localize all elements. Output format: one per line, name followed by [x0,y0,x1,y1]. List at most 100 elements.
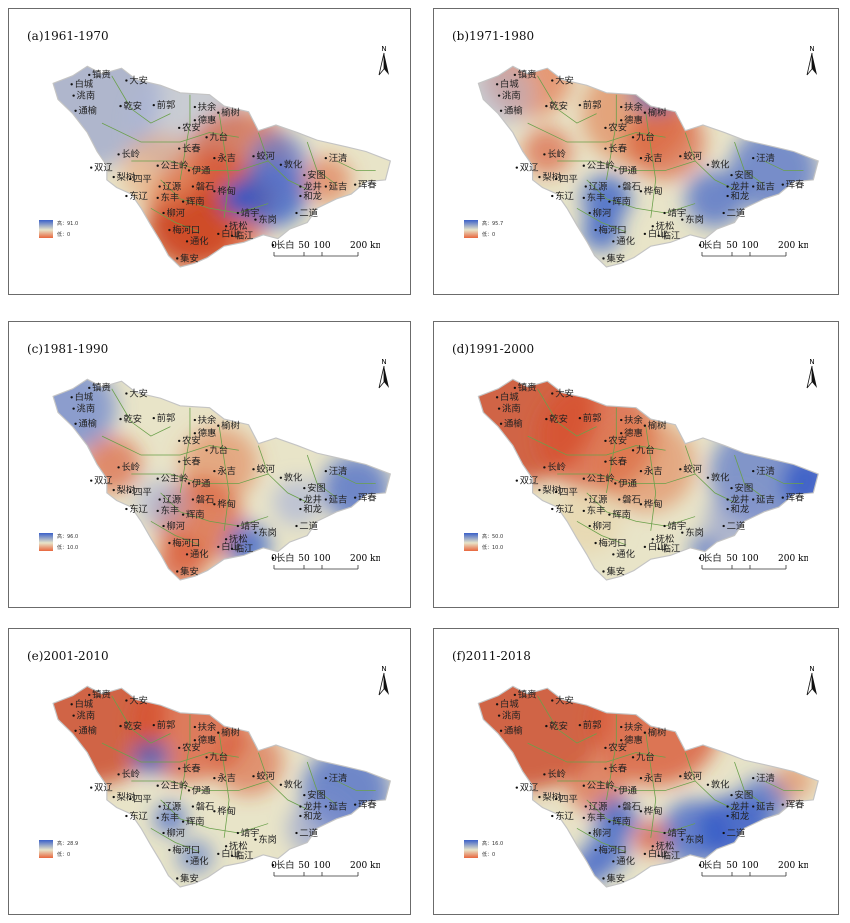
county-boundary [336,780,376,791]
town-label: 延吉 [756,494,775,506]
town-label: 敦化 [284,159,303,171]
interpolation-zone [221,181,257,216]
north-label: N [381,45,386,53]
town-label: 伊通 [192,784,211,796]
town-dot [513,386,517,389]
town-label: 和龙 [303,503,322,515]
scale-tick-label: 50 [298,861,310,871]
town-dot [70,396,73,399]
town-label: 梅河口 [599,844,627,856]
town-dot [193,725,197,729]
town-dot [230,547,234,550]
town-dot [726,498,729,501]
north-arrow-icon: N [374,43,394,77]
town-dot [193,739,197,742]
town-label: 榆树 [648,107,667,119]
town-label: 长岭 [547,148,566,160]
town-dot [657,234,660,237]
town-dot [657,854,660,857]
town-dot [551,507,554,511]
county-boundary [537,695,597,744]
town-label: 和龙 [731,810,750,822]
scale-tick-label: 100 [741,861,758,871]
town-dot [722,831,725,835]
town-label: 双辽 [94,783,113,794]
color-legend: 高：95.7 低：0 [464,220,534,242]
town-dot [295,831,298,835]
town-dot [193,418,197,422]
town-dot [515,479,518,482]
town-dot [90,479,93,482]
town-label: 榆树 [221,727,240,739]
town-label: 梨树 [542,484,561,496]
town-label: 九台 [636,751,655,763]
county-boundary [763,780,804,791]
town-label: 长岭 [122,768,141,780]
town-label: 长春 [608,143,627,155]
town-label: 延吉 [756,181,775,193]
town-dot [679,468,682,471]
town-dot [119,724,122,728]
town-label: 长春 [182,143,201,155]
town-dot [299,185,302,188]
town-dot [631,136,635,139]
town-label: 德惠 [198,734,217,746]
town-label: 汪清 [756,152,775,164]
town-dot [125,814,128,818]
town-label: 长岭 [547,768,566,780]
town-label: 公主岭 [587,473,615,485]
town-dot [119,417,122,421]
town-label: 辉南 [612,196,631,208]
town-dot [499,422,503,425]
town-dot [187,482,191,485]
legend-low: 低：0 [482,852,496,858]
town-label: 白城 [75,391,94,403]
town-label: 桦甸 [217,185,236,197]
scale-tick-label: 50 [726,861,738,871]
town-label: 辽源 [589,182,608,193]
town-dot [620,432,623,435]
town-label: 靖宇 [668,827,687,839]
county-boundary [150,827,200,853]
county-boundary [557,160,696,171]
town-label: 白城 [75,78,94,90]
county-boundary [131,160,269,171]
county-boundary [160,179,269,214]
town-dot [639,776,643,780]
color-legend: 高：50.0 低：10.0 [464,533,534,555]
county-boundary [684,445,735,503]
town-dot [117,153,120,156]
town-label: 抚松 [229,840,248,852]
town-dot [303,174,306,177]
scale-bar: 0 50 100 200 km [270,238,380,264]
town-label: 珲春 [358,799,377,811]
town-dot [178,126,181,129]
town-label: 通化 [616,855,635,867]
color-legend: 高：16.0 低：0 [464,840,534,862]
town-dot [299,814,302,818]
town-dot [631,756,635,759]
town-dot [499,729,503,732]
town-label: 磐石 [196,181,215,193]
town-label: 扶余 [624,721,643,733]
town-dot [90,166,93,169]
town-dot [230,234,234,237]
town-label: 抚松 [656,533,675,545]
town-dot [663,524,666,528]
town-dot [162,211,165,215]
town-label: 磐石 [622,801,641,813]
county-boundary [527,122,666,143]
town-dot [156,164,159,167]
north-label: N [809,358,814,366]
town-dot [752,156,755,160]
town-label: 桦甸 [644,185,663,197]
panel-title-e: (e)2001-2010 [27,649,109,663]
panel-title-c: (c)1981-1990 [27,342,109,356]
town-dot [324,469,327,473]
scale-tick-label: 50 [298,554,310,564]
town-label: 洮南 [502,90,521,102]
town-dot [168,848,171,852]
